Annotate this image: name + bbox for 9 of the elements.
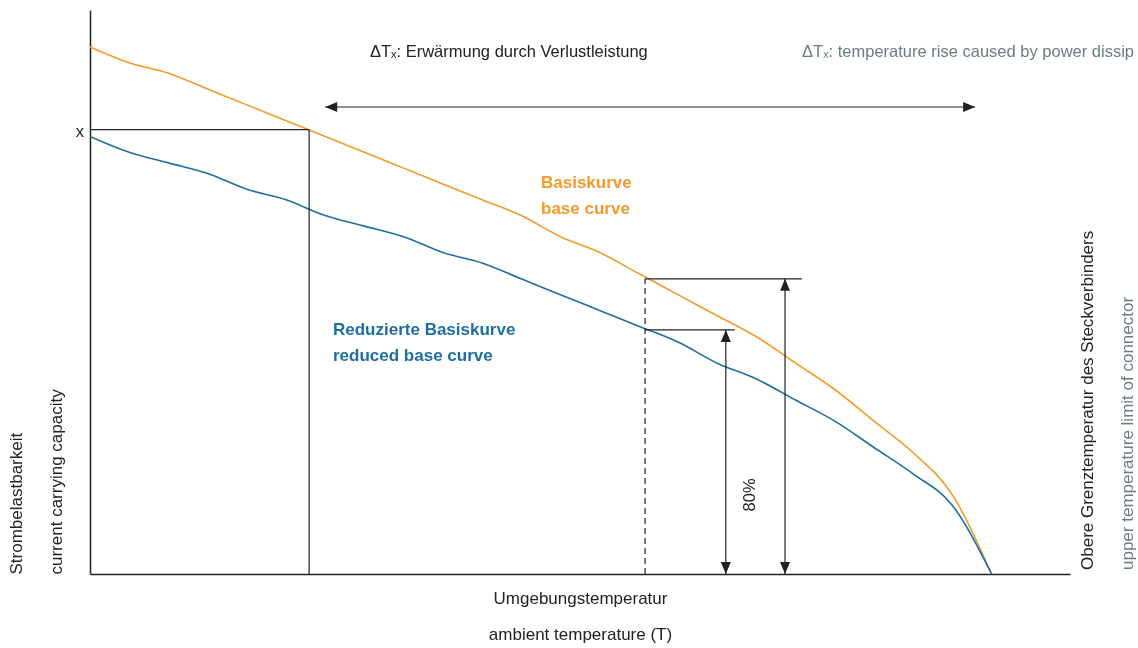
- x-axis-title: Umgebungstemperatur ambient temperature (T): [488, 588, 673, 644]
- text: Strombelastbarkeit current carrying capacity: [6, 389, 66, 575]
- annotation: ΔTₓ: temperature rise caused by power dissip: [802, 42, 1134, 60]
- text: x: [75, 121, 85, 140]
- text: Reduzierte Basiskurve reduced base curve: [333, 320, 516, 365]
- series-label: Basiskurve base curve: [541, 173, 632, 218]
- annotation: 80%: [739, 478, 758, 512]
- annotation: ΔTₓ: Erwärmung durch Verlustleistung: [370, 42, 648, 60]
- text: Obere Grenztemperatur des Steckverbinders upper temperature limit of connector: [1078, 230, 1137, 570]
